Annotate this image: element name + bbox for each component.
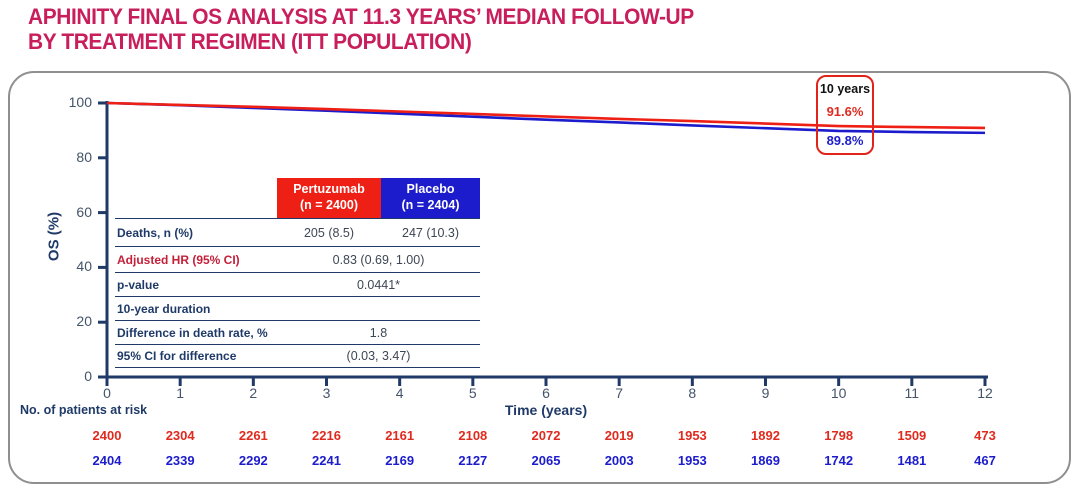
- y-tick-label-80: 80: [76, 148, 92, 165]
- x-tick-label-7: 7: [615, 385, 624, 401]
- row-values: 0.0441*: [277, 278, 480, 292]
- row-label: 10-year duration: [117, 301, 211, 316]
- y-tick-label-100: 100: [68, 94, 92, 110]
- x-tick-label-8: 8: [688, 385, 697, 401]
- at-risk-pertuzumab-year-4: 2161: [385, 428, 415, 443]
- at-risk-pertuzumab-year-8: 1953: [677, 428, 707, 443]
- annotation-placebo-os: 89.8%: [826, 133, 864, 148]
- statistics-table-header: Pertuzumab (n = 2400) Placebo (n = 2404): [115, 178, 480, 218]
- x-tick-label-0: 0: [103, 385, 111, 401]
- row-label: p-value: [117, 277, 160, 292]
- x-tick-label-9: 9: [761, 385, 770, 401]
- placebo-arm-name: Placebo: [406, 182, 455, 197]
- at-risk-placebo-year-8: 1953: [677, 453, 707, 468]
- at-risk-pertuzumab-year-2: 2261: [238, 428, 268, 443]
- at-risk-pertuzumab-year-12: 473: [974, 428, 996, 443]
- at-risk-pertuzumab-year-5: 2108: [458, 428, 488, 443]
- at-risk-placebo-year-9: 1869: [751, 453, 780, 468]
- y-tick-label-0: 0: [84, 368, 92, 384]
- at-risk-pertuzumab-year-10: 1798: [824, 428, 854, 443]
- x-axis-title: Time (years): [504, 402, 588, 418]
- at-risk-placebo-year-11: 1481: [897, 453, 927, 468]
- row-values: (0.03, 3.47): [277, 349, 480, 363]
- placebo-arm-n: (n = 2404): [401, 198, 460, 212]
- x-tick-label-11: 11: [904, 385, 920, 401]
- at-risk-placebo-year-2: 2292: [238, 453, 268, 468]
- chart-panel: [8, 71, 1071, 484]
- y-tick-label-40: 40: [76, 258, 92, 275]
- x-tick-label-5: 5: [468, 385, 477, 401]
- deaths-placebo: 247 (10.3): [402, 225, 459, 240]
- table-row-deaths: Deaths, n (%) 205 (8.5) 247 (10.3): [115, 218, 480, 246]
- header-spacer: [115, 178, 277, 218]
- at-risk-placebo-year-1: 2339: [165, 453, 195, 468]
- table-row-difference-death-rate: Difference in death rate, % 1.8: [115, 320, 480, 344]
- at-risk-pertuzumab-year-1: 2304: [165, 428, 195, 443]
- y-tick-label-60: 60: [76, 203, 92, 220]
- p-value: 0.0441*: [356, 277, 401, 292]
- y-axis-title: OS (%): [45, 211, 63, 262]
- ten-year-annotation-box: 10 years 91.6% 89.8%: [816, 75, 874, 155]
- at-risk-pertuzumab-year-11: 1509: [897, 428, 927, 443]
- x-tick-label-4: 4: [395, 385, 404, 401]
- deaths-pertuzumab: 205 (8.5): [303, 225, 355, 240]
- at-risk-placebo-year-3: 2241: [312, 453, 341, 468]
- at-risk-placebo-year-4: 2169: [385, 453, 415, 468]
- row-label: Adjusted HR (95% CI): [117, 252, 240, 267]
- at-risk-placebo-year-0: 2404: [92, 453, 122, 468]
- difference-value: 1.8: [369, 325, 388, 340]
- header-pertuzumab: Pertuzumab (n = 2400): [277, 178, 381, 218]
- at-risk-placebo-year-5: 2127: [458, 453, 488, 468]
- at-risk-pertuzumab-year-7: 2019: [604, 428, 634, 443]
- at-risk-pertuzumab-year-0: 2400: [92, 428, 122, 443]
- at-risk-placebo-year-7: 2003: [604, 453, 634, 468]
- table-row-p-value: p-value 0.0441*: [115, 272, 480, 296]
- at-risk-pertuzumab-year-3: 2216: [312, 428, 341, 443]
- statistics-table: Pertuzumab (n = 2400) Placebo (n = 2404)…: [115, 178, 480, 368]
- annotation-timepoint: 10 years: [819, 82, 871, 96]
- adjusted-hr-value: 0.83 (0.69, 1.00): [332, 252, 425, 267]
- page-title-line1: APHINITY FINAL OS ANALYSIS AT 11.3 YEARS…: [28, 4, 694, 29]
- at-risk-placebo-year-10: 1742: [824, 453, 854, 468]
- x-tick-label-3: 3: [322, 385, 331, 401]
- x-tick-label-1: 1: [176, 385, 185, 401]
- table-row-10-year-duration: 10-year duration: [115, 296, 480, 320]
- at-risk-pertuzumab-year-6: 2072: [531, 428, 561, 443]
- table-row-95-ci-difference: 95% CI for difference (0.03, 3.47): [115, 344, 480, 368]
- ci-difference-value: (0.03, 3.47): [346, 349, 411, 363]
- x-tick-label-10: 10: [830, 385, 847, 401]
- header-placebo: Placebo (n = 2404): [381, 178, 480, 218]
- patients-at-risk-label: No. of patients at risk: [20, 403, 148, 417]
- row-label: 95% CI for difference: [117, 349, 237, 363]
- page-title: APHINITY FINAL OS ANALYSIS AT 11.3 YEARS…: [28, 4, 694, 55]
- x-tick-label-12: 12: [977, 385, 993, 401]
- row-label: Deaths, n (%): [117, 225, 194, 240]
- at-risk-placebo-year-6: 2065: [531, 453, 561, 468]
- y-tick-label-20: 20: [76, 313, 92, 330]
- table-row-adjusted-hr: Adjusted HR (95% CI) 0.83 (0.69, 1.00): [115, 246, 480, 272]
- row-label: Difference in death rate, %: [117, 325, 268, 340]
- annotation-pertuzumab-os: 91.6%: [826, 104, 864, 119]
- x-tick-label-6: 6: [542, 385, 550, 401]
- at-risk-placebo-year-12: 467: [974, 453, 996, 468]
- km-curve-pertuzumab: [106, 101, 986, 130]
- row-values: 1.8: [277, 326, 480, 340]
- page-title-line2: BY TREATMENT REGIMEN (ITT POPULATION): [28, 29, 472, 55]
- x-tick-label-2: 2: [249, 385, 258, 401]
- row-values: 205 (8.5) 247 (10.3): [277, 226, 480, 240]
- pertuzumab-arm-n: (n = 2400): [299, 198, 358, 212]
- pertuzumab-arm-name: Pertuzumab: [293, 182, 365, 197]
- row-values: 0.83 (0.69, 1.00): [277, 253, 480, 267]
- at-risk-pertuzumab-year-9: 1892: [751, 428, 780, 443]
